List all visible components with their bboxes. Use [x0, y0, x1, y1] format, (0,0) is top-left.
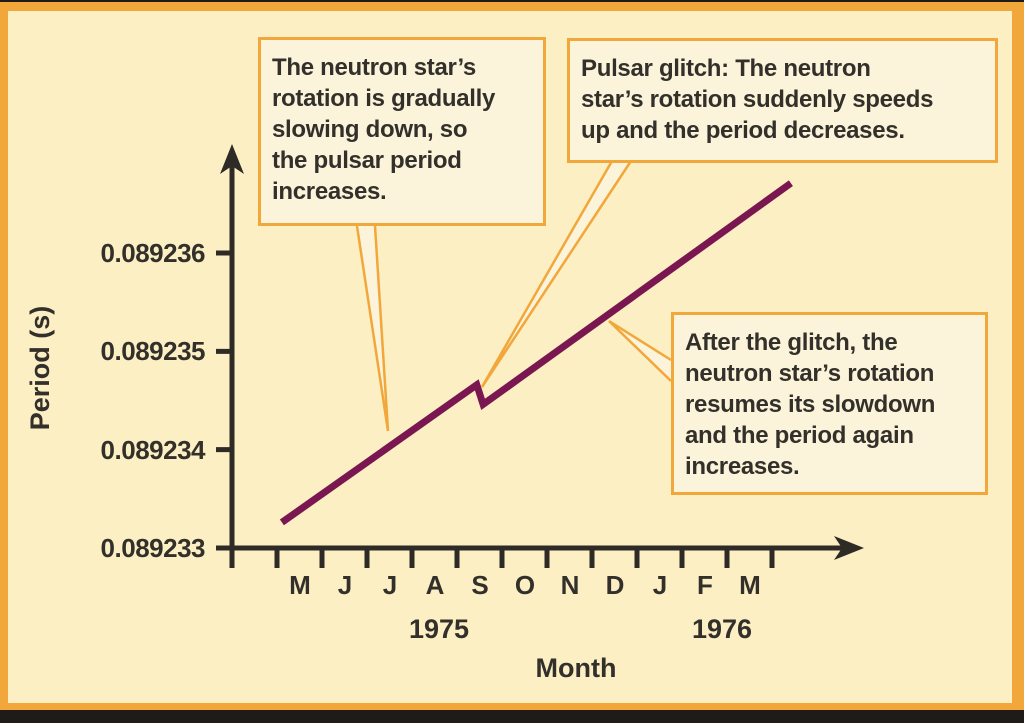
- callout-after: After the glitch, the neutron star’s rot…: [671, 312, 988, 495]
- ytick-label-0089234: 0.089234: [100, 435, 206, 465]
- x-axis-arrowhead: [834, 536, 864, 560]
- callout-after-line: After the glitch, the: [685, 329, 898, 356]
- period-line: [279, 180, 793, 526]
- callout-after-line: increases.: [685, 453, 800, 480]
- ytick-label-0089233: 0.089233: [100, 533, 206, 563]
- xtick-label-jul: J: [382, 570, 398, 600]
- xtick-label-jan: J: [652, 570, 668, 600]
- callout-slowdown-line: increases.: [272, 178, 387, 205]
- callout-glitch-line: up and the period decreases.: [581, 117, 905, 144]
- callout-tail-after: [608, 319, 672, 382]
- xtick-label-oct: O: [514, 570, 536, 600]
- xtick-label-aug: A: [425, 570, 445, 600]
- callout-after-line: neutron star’s rotation: [685, 360, 935, 387]
- x-axis-ticks: [229, 546, 775, 568]
- callout-tails: [355, 160, 672, 432]
- callout-slowdown-line: slowing down, so: [272, 116, 468, 143]
- callout-glitch-line: Pulsar glitch: The neutron: [581, 55, 871, 82]
- ytick-label-0089236: 0.089236: [100, 238, 206, 268]
- y-axis-arrowhead: [220, 144, 244, 174]
- callout-tail-glitch: [480, 160, 633, 388]
- xtick-label-sep: S: [471, 570, 489, 600]
- xtick-label-mar: M: [739, 570, 761, 600]
- callout-slowdown-line: rotation is gradually: [272, 85, 496, 112]
- callout-slowdown: The neutron star’s rotation is gradually…: [258, 37, 546, 226]
- year-label-1975: 1975: [408, 614, 470, 644]
- callout-slowdown-line: The neutron star’s: [272, 54, 476, 81]
- ytick-label-0089235: 0.089235: [100, 336, 206, 366]
- x-axis-title: Month: [535, 653, 617, 683]
- year-label-1976: 1976: [691, 614, 753, 644]
- x-axis: [229, 536, 864, 568]
- callout-after-line: and the period again: [685, 422, 914, 449]
- callout-slowdown-line: the pulsar period: [272, 147, 462, 174]
- xtick-label-feb: F: [697, 570, 713, 600]
- callout-glitch: Pulsar glitch: The neutron star’s rotati…: [567, 38, 998, 163]
- callout-after-line: resumes its slowdown: [685, 391, 936, 418]
- callout-tail-slowdown: [355, 225, 390, 432]
- xtick-label-jun: J: [337, 570, 353, 600]
- xtick-label-nov: N: [560, 570, 580, 600]
- xtick-label-dec: D: [605, 570, 625, 600]
- y-axis: [216, 144, 244, 551]
- xtick-label-may: M: [289, 570, 311, 600]
- y-axis-title: Period (s): [25, 305, 55, 431]
- callout-glitch-line: star’s rotation suddenly speeds: [581, 86, 934, 113]
